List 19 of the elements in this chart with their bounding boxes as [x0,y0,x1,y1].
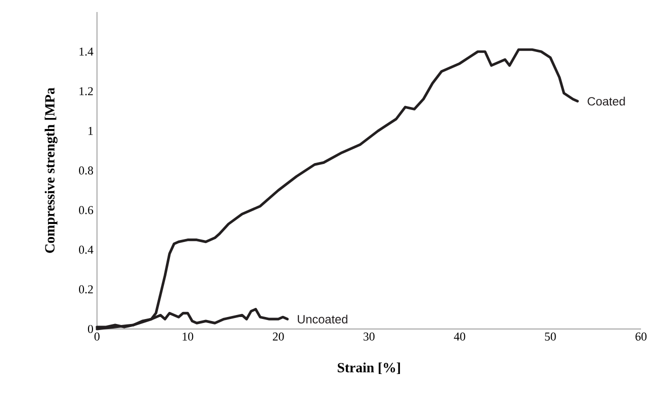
x-tick-label: 40 [454,332,466,341]
y-tick-label: 0.2 [78,285,93,294]
x-tick-label: 20 [272,332,284,341]
y-tick-label: 0.6 [78,206,94,214]
x-tick-label: 30 [364,332,375,341]
y-tick-label: 0 [88,324,94,334]
y-tick-label: 1 [88,126,93,135]
y-tick-label: 0.4 [78,246,94,254]
x-tick-label: 60 [636,332,647,341]
y-axis-title: Compressive strength [MPa [44,88,58,253]
x-tick-label: 0 [94,332,100,341]
y-tick-label: 1.2 [80,87,93,96]
x-axis-title: Strain [%] [338,362,400,374]
series-label: Uncoated [298,314,348,324]
y-tick-label: 1.4 [80,48,94,56]
series-label: Coated [588,96,625,106]
y-tick-label: 0.8 [78,166,94,175]
x-tick-label: 10 [182,332,194,341]
x-tick-label: 50 [545,332,556,341]
